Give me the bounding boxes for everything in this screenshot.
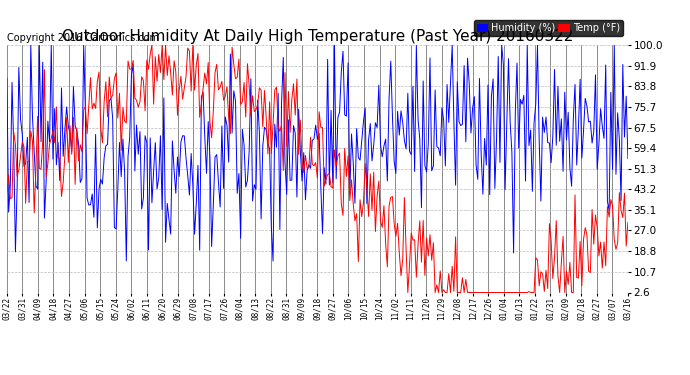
Legend: Humidity (%), Temp (°F): Humidity (%), Temp (°F) [474,20,623,36]
Text: Copyright 2016 Cartronics.com: Copyright 2016 Cartronics.com [7,33,159,42]
Title: Outdoor Humidity At Daily High Temperature (Past Year) 20160322: Outdoor Humidity At Daily High Temperatu… [61,29,573,44]
